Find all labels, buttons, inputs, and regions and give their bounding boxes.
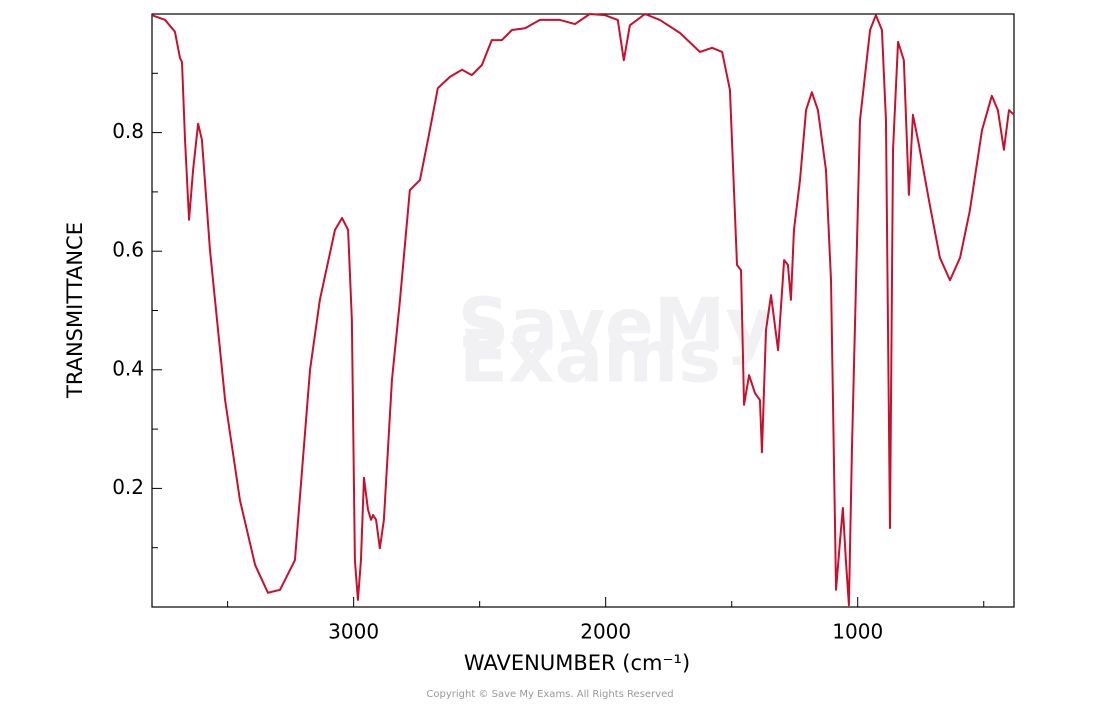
x-tick-label: 1000 [832,620,883,644]
y-axis-label: TRANSMITTANCE [63,222,87,399]
watermark: Exams [459,315,721,399]
spectrum-line [151,13,1015,607]
x-axis-label: WAVENUMBER (cm⁻¹) [464,651,690,675]
copyright: Copyright © Save My Exams. All Rights Re… [426,689,673,700]
y-tick-label: 0.2 [112,475,144,499]
y-tick-label: 0.6 [112,238,144,262]
y-tick-label: 0.4 [112,356,144,380]
x-tick-label: 2000 [580,620,631,644]
watermark: SaveMy [458,283,773,367]
y-tick-label: 0.8 [112,119,144,143]
x-tick-label: 3000 [328,620,379,644]
